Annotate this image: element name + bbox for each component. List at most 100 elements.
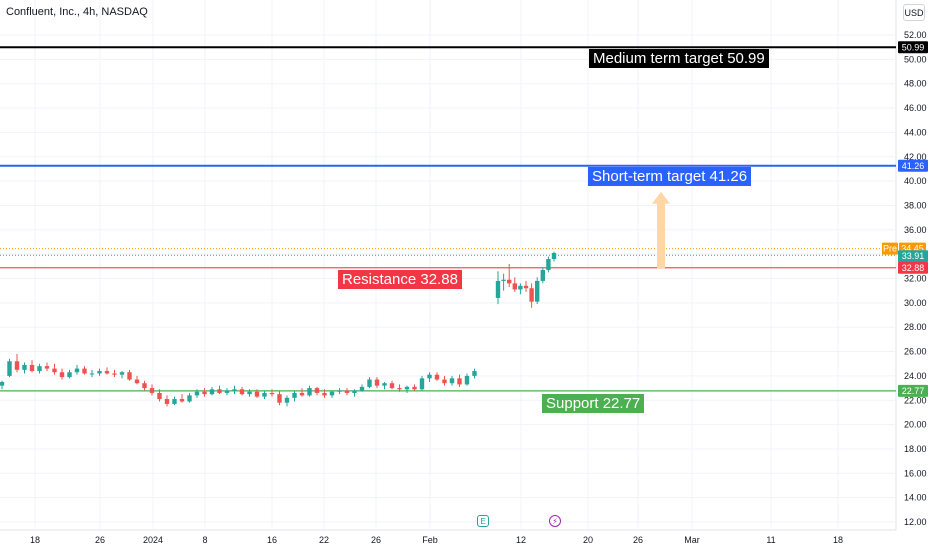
candle-body <box>269 392 275 395</box>
support-label[interactable]: Support 22.77 <box>542 394 645 413</box>
price-tick-label: 50.00 <box>904 54 927 64</box>
candle-body <box>112 373 117 375</box>
candle-body <box>82 368 87 374</box>
price-tick-label: 12.00 <box>904 517 927 527</box>
candle-body <box>89 373 95 375</box>
price-tag-box <box>898 384 928 397</box>
time-tick-label: 11 <box>766 535 775 545</box>
price-tick-label: 46.00 <box>904 103 927 113</box>
candle-body <box>29 364 35 372</box>
candle-body <box>389 383 395 389</box>
candle-body <box>172 399 177 404</box>
candle-body <box>127 372 132 380</box>
candle-body <box>307 388 312 396</box>
candle-body <box>292 392 297 398</box>
resistance-label[interactable]: Resistance 32.88 <box>338 270 462 289</box>
candle-body <box>359 386 365 391</box>
candle-body <box>97 371 102 374</box>
candle-body <box>239 389 245 395</box>
candle-body <box>284 397 290 403</box>
price-tick-label: 44.00 <box>904 127 927 137</box>
price-tick-label: 22.00 <box>904 395 927 405</box>
candle-body <box>142 383 147 389</box>
candle-body <box>314 388 320 393</box>
candle-body <box>0 381 5 386</box>
candle-body <box>472 371 477 376</box>
candle-body <box>427 374 432 379</box>
candle-body <box>546 259 551 270</box>
candle-body <box>157 392 162 400</box>
time-tick-label: 18 <box>30 535 40 545</box>
candle-body <box>134 379 140 384</box>
price-tick-label: 14.00 <box>904 493 927 503</box>
time-tick-label: Mar <box>684 535 700 545</box>
horizontal-levels <box>0 46 896 392</box>
price-tick-label: 48.00 <box>904 79 927 89</box>
candle-body <box>412 386 417 390</box>
price-tick-label: 30.00 <box>904 298 927 308</box>
time-tick-label: Feb <box>422 535 438 545</box>
price-tag-label: 33.91 <box>902 251 925 261</box>
candle-body <box>119 372 125 375</box>
price-tag-box <box>898 159 928 172</box>
target-arrow <box>652 191 670 269</box>
price-tag-label: 50.99 <box>902 42 925 52</box>
price-tag-label: 32.88 <box>902 263 925 273</box>
candle-body <box>374 379 380 386</box>
candle-body <box>262 392 267 397</box>
candle-body <box>419 378 425 390</box>
candle-body <box>442 379 447 384</box>
time-tick-label: 20 <box>583 535 593 545</box>
candle-body <box>224 390 230 393</box>
price-tick-label: 16.00 <box>904 468 927 478</box>
price-tag-label: Pre <box>883 244 897 254</box>
time-tick-label: 26 <box>371 535 381 545</box>
time-tick-label: 2024 <box>143 535 163 545</box>
candle-body <box>14 361 20 370</box>
candle-body <box>322 392 327 396</box>
earnings-icon[interactable]: E <box>477 515 489 527</box>
candle-body <box>22 364 27 370</box>
candle-body <box>232 389 237 391</box>
candle-body <box>449 378 455 384</box>
candle-body <box>382 383 387 386</box>
candle-body <box>164 399 170 404</box>
price-tick-label: 18.00 <box>904 444 927 454</box>
short-target-label[interactable]: Short-term target 41.26 <box>588 167 752 186</box>
candle-body <box>104 371 110 374</box>
candle-body <box>52 368 57 373</box>
time-tick-label: 18 <box>833 535 843 545</box>
price-tick-label: 32.00 <box>904 274 927 284</box>
currency-button[interactable]: USD <box>903 4 925 21</box>
candle-body <box>404 386 410 390</box>
price-tag-label: 41.26 <box>902 161 925 171</box>
price-tag-label: 34.45 <box>901 244 924 254</box>
price-tick-label: 28.00 <box>904 322 927 332</box>
candle-body <box>299 392 305 396</box>
candle-body <box>523 285 529 289</box>
candle-body <box>344 390 350 393</box>
time-tick-label: 26 <box>633 535 643 545</box>
dividend-icon[interactable]: ⚡ <box>549 515 561 527</box>
medium-target-label[interactable]: Medium term target 50.99 <box>589 49 769 68</box>
candle-body <box>44 366 50 369</box>
candle-body <box>187 395 192 402</box>
candle-body <box>194 391 200 396</box>
candle-body <box>247 391 252 395</box>
price-tick-label: 52.00 <box>904 30 927 40</box>
candle-body <box>217 389 222 393</box>
time-tick-label: 8 <box>202 535 207 545</box>
candle-body <box>367 379 372 387</box>
candle-body <box>457 378 462 385</box>
time-tick-label: 22 <box>319 535 329 545</box>
candle-body <box>74 368 80 373</box>
price-tag-box <box>898 41 928 54</box>
candle-body <box>535 280 540 302</box>
candle-body <box>551 252 557 260</box>
time-axis: 18 26 2024 8 16 22 26 Feb 12 20 26 Mar 11 18 <box>30 535 843 545</box>
candle-body <box>512 283 517 290</box>
price-tick-label: 38.00 <box>904 200 927 210</box>
price-axis: 12.00 14.00 16.00 18.00 20.00 22.00 24.00 26.00… <box>904 30 927 527</box>
candle-body <box>337 390 342 392</box>
